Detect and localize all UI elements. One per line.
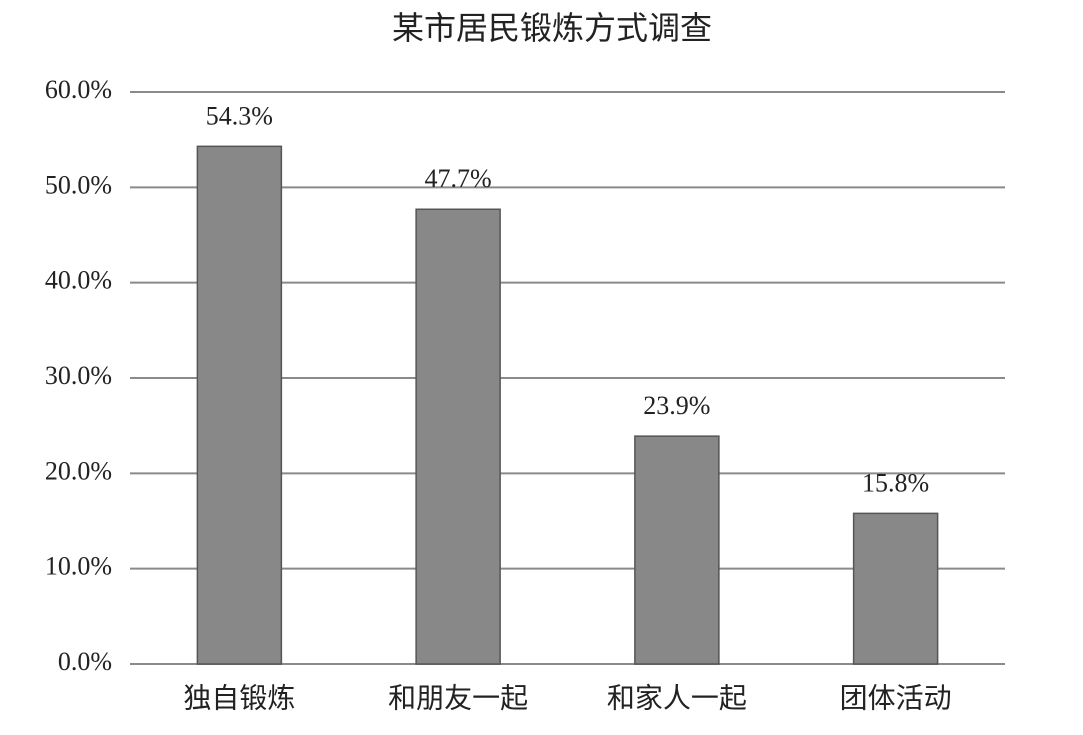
x-tick-label: 和朋友一起 <box>388 682 528 715</box>
x-tick-label: 团体活动 <box>840 682 952 715</box>
x-tick-label: 独自锻炼 <box>183 682 295 715</box>
value-label: 15.8% <box>862 468 929 497</box>
value-label: 54.3% <box>206 101 273 130</box>
chart-title: 某市居民锻炼方式调查 <box>392 9 712 47</box>
x-tick-label: 和家人一起 <box>607 682 747 715</box>
y-tick-label: 30.0% <box>45 361 112 390</box>
y-tick-label: 20.0% <box>45 456 112 485</box>
bar <box>196 145 283 665</box>
bar <box>852 512 939 665</box>
y-tick-label: 10.0% <box>45 552 112 581</box>
value-label: 47.7% <box>425 164 492 193</box>
y-tick-label: 0.0% <box>58 647 112 676</box>
bar <box>415 208 501 665</box>
value-label: 23.9% <box>643 391 710 420</box>
y-tick-label: 40.0% <box>45 266 112 295</box>
bar <box>634 435 720 665</box>
y-tick-label: 50.0% <box>45 170 112 199</box>
y-tick-label: 60.0% <box>45 75 112 104</box>
